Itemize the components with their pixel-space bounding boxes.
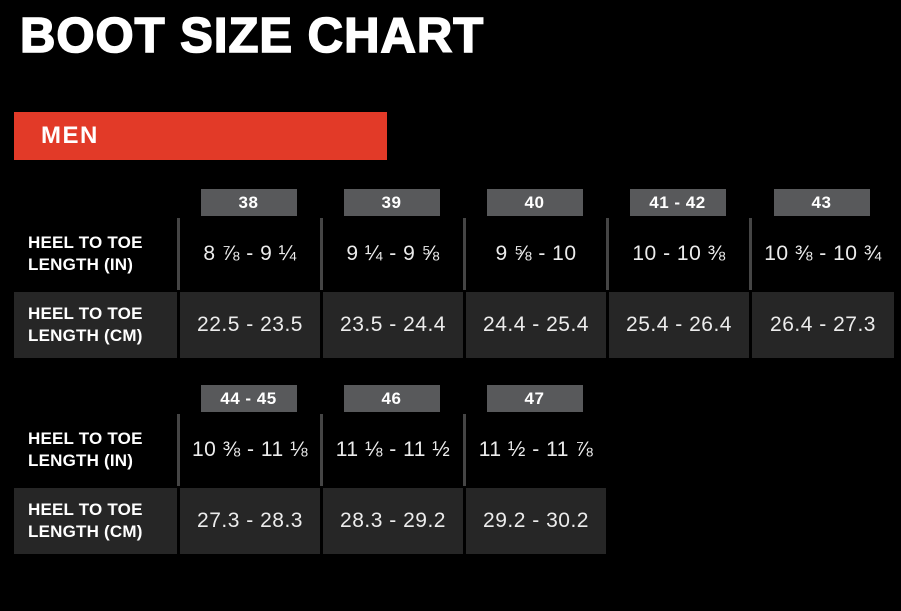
page-title: BOOT SIZE CHART	[19, 8, 485, 64]
table-cell: 9 ¼ - 9 ⅝	[320, 218, 463, 290]
size-header: 47	[486, 385, 583, 412]
table-cell: 22.5 - 23.5	[177, 292, 320, 358]
size-header: 43	[773, 189, 870, 216]
size-header: 38	[200, 189, 297, 216]
size-header-row: 44 - 45 46 47	[14, 385, 606, 412]
heel-to-toe-cm-row: HEEL TO TOE LENGTH (CM) 27.3 - 28.3 28.3…	[14, 488, 606, 554]
men-section-label: MEN	[41, 122, 99, 149]
table-cell: 29.2 - 30.2	[463, 488, 606, 554]
table-cell: 24.4 - 25.4	[463, 292, 606, 358]
heel-to-toe-inches-row: HEEL TO TOE LENGTH (IN) 8 ⅞ - 9 ¼ 9 ¼ - …	[14, 218, 894, 290]
table-cell: 10 ⅜ - 10 ¾	[749, 218, 894, 290]
heel-to-toe-inches-row: HEEL TO TOE LENGTH (IN) 10 ⅜ - 11 ⅛ 11 ⅛…	[14, 414, 606, 486]
table-cell: 25.4 - 26.4	[606, 292, 749, 358]
size-table-44-47: 44 - 45 46 47 HEEL TO TOE LENGTH (IN) 10…	[14, 385, 606, 554]
heel-to-toe-cm-row: HEEL TO TOE LENGTH (CM) 22.5 - 23.5 23.5…	[14, 292, 894, 358]
table-cell: 10 ⅜ - 11 ⅛	[177, 414, 320, 486]
table-cell: 10 - 10 ⅜	[606, 218, 749, 290]
table-cell: 11 ½ - 11 ⅞	[463, 414, 606, 486]
size-header: 44 - 45	[200, 385, 297, 412]
size-header: 41 - 42	[629, 189, 726, 216]
row-label-cm: HEEL TO TOE LENGTH (CM)	[14, 292, 177, 358]
size-header: 46	[343, 385, 440, 412]
table-cell: 23.5 - 24.4	[320, 292, 463, 358]
size-header-row: 38 39 40 41 - 42 43	[14, 189, 894, 216]
table-cell: 27.3 - 28.3	[177, 488, 320, 554]
table-cell: 11 ⅛ - 11 ½	[320, 414, 463, 486]
row-label-cm: HEEL TO TOE LENGTH (CM)	[14, 488, 177, 554]
men-section-banner: MEN	[14, 112, 387, 160]
size-table-38-43: 38 39 40 41 - 42 43 HEEL TO TOE LENGTH (…	[14, 189, 894, 358]
table-cell: 26.4 - 27.3	[749, 292, 894, 358]
header-spacer	[14, 189, 177, 216]
row-label-inches: HEEL TO TOE LENGTH (IN)	[28, 233, 143, 274]
header-spacer	[14, 385, 177, 412]
size-header: 39	[343, 189, 440, 216]
table-cell: 8 ⅞ - 9 ¼	[177, 218, 320, 290]
row-label-inches: HEEL TO TOE LENGTH (IN)	[28, 429, 143, 470]
table-cell: 9 ⅝ - 10	[463, 218, 606, 290]
size-header: 40	[486, 189, 583, 216]
table-cell: 28.3 - 29.2	[320, 488, 463, 554]
